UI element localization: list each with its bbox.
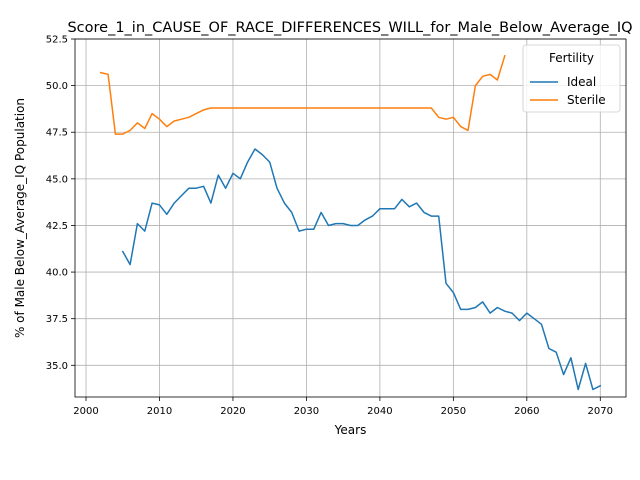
y-tick-label: 37.5 (46, 314, 68, 325)
y-tick-label: 40.0 (46, 268, 68, 279)
series-line-ideal (121, 148, 602, 391)
x-tick-label: 2070 (588, 406, 613, 417)
series-lines (99, 54, 602, 391)
legend: Fertility Ideal Sterile (522, 44, 621, 113)
legend-label-sterile: Sterile (567, 93, 606, 107)
x-tick-label: 2010 (147, 406, 172, 417)
x-tick-label: 2050 (441, 406, 466, 417)
x-tick-label: 2020 (220, 406, 245, 417)
y-tick-label: 45.0 (46, 174, 68, 185)
plot-frame (74, 38, 627, 398)
y-tick-label: 52.5 (46, 35, 68, 46)
x-axis-label: Years (334, 423, 367, 437)
x-tick-label: 2060 (514, 406, 539, 417)
legend-title: Fertility (549, 51, 594, 65)
legend-label-ideal: Ideal (567, 75, 596, 89)
x-tick-label: 2030 (294, 406, 319, 417)
legend-frame (522, 44, 621, 113)
y-tick-label: 47.5 (46, 128, 68, 139)
y-axis-label: % of Male Below_Average_IQ Population (13, 98, 27, 338)
y-axis-ticks: 35.0 37.5 40.0 42.5 45.0 47.5 50.0 52.5 (46, 35, 75, 372)
x-axis-ticks: 2000 2010 2020 2030 2040 2050 2060 2070 (73, 397, 613, 417)
y-tick-label: 35.0 (46, 361, 68, 372)
series-line-sterile (99, 54, 506, 135)
x-tick-label: 2040 (367, 406, 392, 417)
y-tick-label: 50.0 (46, 81, 68, 92)
x-tick-label: 2000 (73, 406, 98, 417)
y-tick-label: 42.5 (46, 221, 68, 232)
chart-title: Score_1_in_CAUSE_OF_RACE_DIFFERENCES_WIL… (67, 20, 632, 36)
